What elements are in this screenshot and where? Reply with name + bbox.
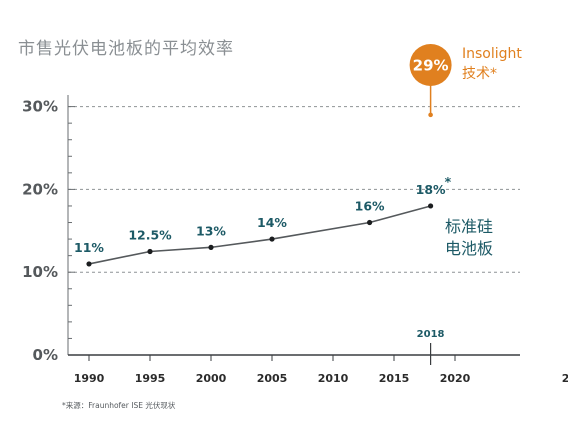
data-label: 12.5% xyxy=(128,228,172,243)
data-label: 13% xyxy=(196,223,226,238)
insolight-callout: 29% Insolight 技术* xyxy=(409,44,522,118)
insolight-point xyxy=(428,112,433,118)
x-tick-label: 2000 xyxy=(196,372,227,385)
x-tick-label: 2020 xyxy=(440,372,471,385)
insolight-name-line-2: 技术* xyxy=(462,66,497,82)
series-name-line-1: 标准硅 xyxy=(445,217,493,236)
callout-value: 29% xyxy=(413,57,449,75)
x-tick-label: 2030 xyxy=(562,372,568,385)
callout-bubble xyxy=(409,44,452,86)
insolight-name-line-1: Insolight xyxy=(462,46,522,62)
chart-title: 市售光伏电池板的平均效率 xyxy=(18,39,234,59)
data-label: 11% xyxy=(74,240,104,255)
y-tick-label: 20% xyxy=(22,180,58,198)
x-tick-label: 2015 xyxy=(379,372,410,385)
y-axis: 0% 10% 20% 30% xyxy=(22,95,75,364)
data-point xyxy=(147,248,153,255)
data-point xyxy=(367,219,373,226)
data-point xyxy=(86,261,92,267)
source-note: *来源：Fraunhofer ISE 光伏现状 xyxy=(62,400,176,410)
y-tick-label: 30% xyxy=(22,98,58,116)
data-point xyxy=(428,203,434,209)
x-tick-label: 2005 xyxy=(257,372,288,385)
data-point xyxy=(208,244,214,250)
data-label: 16% xyxy=(355,199,385,214)
data-label-note: * xyxy=(445,174,452,189)
series-line-silicon xyxy=(88,205,431,265)
y-tick-label: 0% xyxy=(33,346,58,364)
x-tick-label: 1990 xyxy=(74,372,105,385)
data-point xyxy=(269,236,275,242)
data-label: 18% xyxy=(416,182,446,197)
series-name-line-2: 电池板 xyxy=(445,239,493,258)
x-axis: 1990 1995 2000 2005 2010 2015 2020 2030 2018 xyxy=(68,329,568,385)
x-tick-label: 2010 xyxy=(318,372,349,385)
marker-2018-label: 2018 xyxy=(417,329,445,340)
y-tick-label: 10% xyxy=(22,263,58,281)
x-tick-label: 1995 xyxy=(135,372,166,385)
data-label: 14% xyxy=(257,215,287,230)
